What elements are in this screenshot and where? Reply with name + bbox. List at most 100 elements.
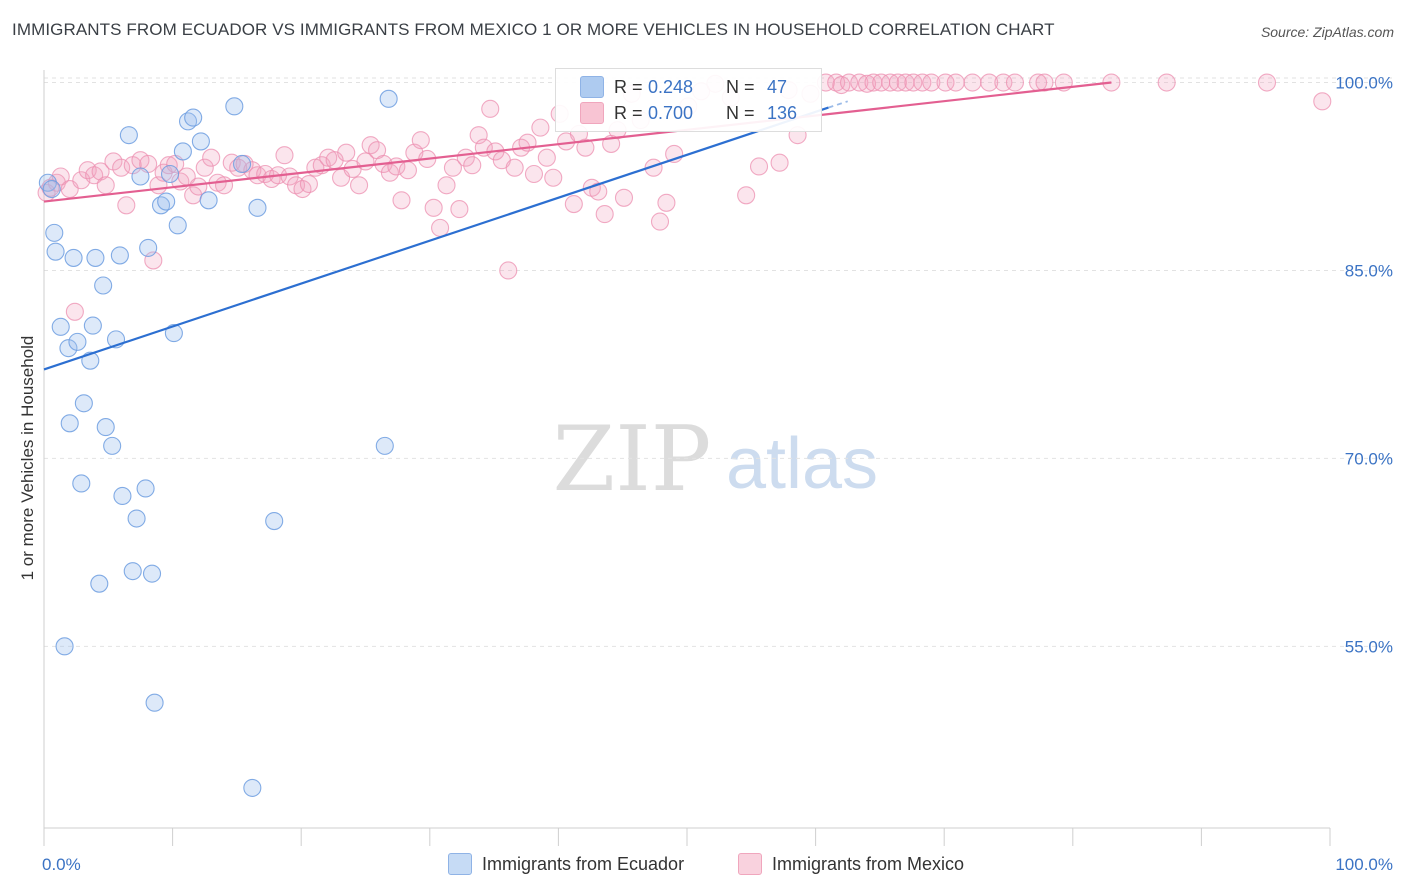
mexico-point — [564, 195, 583, 214]
legend-item-mexico: Immigrants from Mexico — [738, 852, 964, 876]
mexico-point — [839, 73, 859, 92]
series-ecuador-points — [38, 89, 398, 797]
ecuador-point — [173, 142, 192, 161]
mexico-point — [248, 166, 267, 185]
mexico-point — [524, 164, 544, 184]
x-tick-labels: 0.0% 100.0% — [42, 855, 1393, 874]
ecuador-point — [72, 474, 91, 493]
ecuador-point — [119, 126, 138, 145]
trend-lines — [43, 81, 1112, 371]
ecuador-point — [164, 324, 183, 343]
mexico-point — [650, 212, 670, 231]
stats-legend: R = 0.248 N = 47 R = 0.700 N = 136 — [555, 68, 822, 132]
ecuador-point — [46, 242, 65, 261]
chart-title: IMMIGRANTS FROM ECUADOR VS IMMIGRANTS FR… — [12, 20, 1055, 39]
ecuador-point — [248, 198, 267, 217]
mexico-point — [337, 143, 356, 162]
mexico-point — [424, 198, 443, 217]
ecuador-point — [243, 778, 262, 797]
mexico-point — [850, 73, 869, 92]
mexico-point — [827, 73, 846, 92]
ecuador-swatch — [580, 76, 604, 98]
mexico-point — [595, 205, 614, 224]
watermark-atlas: atlas — [726, 424, 878, 504]
ecuador-point — [86, 248, 105, 267]
ecuador-point — [191, 132, 210, 151]
legend-item-ecuador: Immigrants from Ecuador — [448, 852, 684, 876]
mexico-point — [117, 196, 136, 215]
series-mexico-points — [37, 73, 1332, 321]
x-tick-label-max: 100.0% — [1335, 855, 1393, 874]
mexico-point — [463, 156, 482, 175]
axes — [43, 70, 1331, 846]
ecuador-point — [142, 564, 162, 583]
mexico-point — [963, 73, 982, 92]
ecuador-legend-swatch — [448, 853, 472, 875]
mexico-point — [770, 153, 789, 172]
r-label: R = — [614, 102, 643, 123]
ecuador-point — [131, 167, 150, 186]
mexico-point — [888, 73, 907, 92]
watermark: ZIP atlas — [553, 407, 878, 512]
mexico-n-value: 136 — [767, 102, 798, 123]
mexico-point — [1313, 92, 1332, 111]
mexico-point — [537, 148, 556, 167]
mexico-point — [980, 73, 999, 92]
mexico-point — [450, 200, 469, 219]
y-axis-label: 1 or more Vehicles in Household — [18, 335, 37, 581]
mexico-point — [589, 182, 608, 201]
mexico-point — [202, 148, 221, 167]
watermark-zip: ZIP — [553, 407, 712, 512]
ecuador-point — [59, 339, 78, 358]
ecuador-legend-label: Immigrants from Ecuador — [482, 853, 685, 874]
ecuador-point — [103, 436, 122, 455]
mexico-point — [398, 161, 417, 180]
x-tick-label-min: 0.0% — [42, 855, 81, 874]
mexico-point — [299, 174, 318, 194]
mexico-point — [737, 186, 756, 205]
mexico-point — [392, 191, 411, 210]
mexico-point — [96, 176, 115, 195]
mexico-point — [411, 131, 430, 150]
ecuador-point — [64, 248, 83, 267]
mexico-point — [112, 158, 131, 177]
ecuador-point — [375, 436, 394, 455]
mexico-point — [91, 162, 110, 181]
ecuador-point — [60, 414, 79, 433]
mexico-point — [443, 158, 462, 177]
y-tick-label: 100.0% — [1335, 74, 1393, 93]
mexico-point — [65, 302, 84, 321]
ecuador-point — [225, 97, 244, 116]
ecuador-point — [94, 276, 113, 295]
ecuador-r-value: 0.248 — [648, 76, 694, 97]
mexico-point — [1005, 73, 1024, 92]
ecuador-point — [42, 179, 61, 199]
mexico-point — [481, 99, 500, 118]
ecuador-point — [379, 89, 398, 108]
mexico-point — [431, 218, 450, 237]
mexico-point — [437, 176, 456, 195]
ecuador-point — [68, 332, 87, 351]
source-credit: Source: ZipAtlas.com — [1260, 24, 1394, 40]
ecuador-trend-extension — [828, 100, 849, 109]
ecuador-point — [145, 693, 164, 712]
mexico-point — [189, 177, 208, 196]
mexico-point — [350, 176, 369, 195]
ecuador-point — [113, 486, 132, 506]
mexico-legend-swatch — [738, 853, 762, 875]
mexico-point — [936, 73, 955, 92]
ecuador-point — [136, 479, 155, 498]
n-label: N = — [726, 102, 755, 123]
ecuador-point — [55, 637, 74, 656]
ecuador-point — [139, 238, 158, 257]
r-label: R = — [614, 76, 643, 97]
y-tick-labels: 55.0% 70.0% 85.0% 100.0% — [1335, 74, 1393, 657]
mexico-point — [195, 158, 214, 177]
n-label: N = — [726, 76, 755, 97]
ecuador-point — [168, 216, 187, 235]
mexico-point — [1157, 73, 1176, 92]
ecuador-n-value: 47 — [767, 76, 788, 97]
mexico-r-value: 0.700 — [648, 102, 694, 123]
mexico-point — [881, 73, 900, 92]
